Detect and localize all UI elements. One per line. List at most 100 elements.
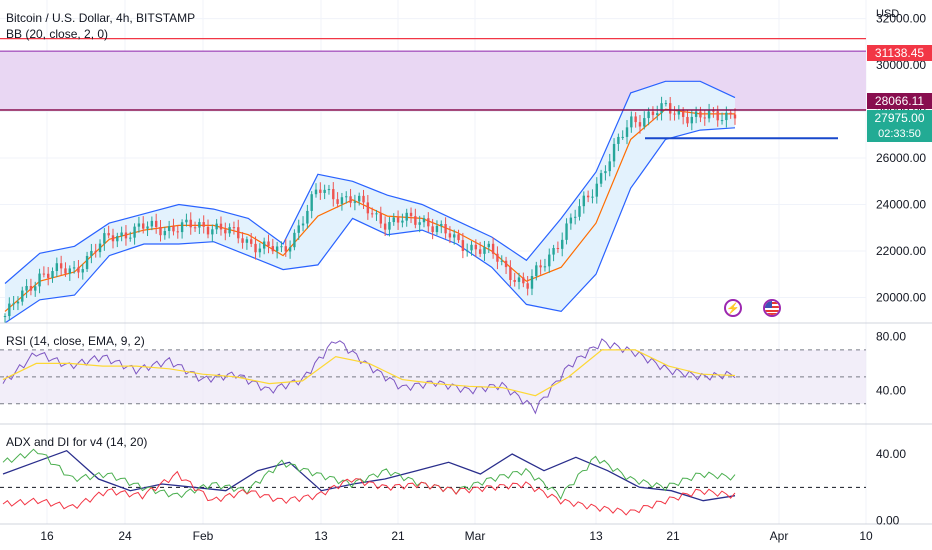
candle-body xyxy=(630,116,633,128)
adx-tick-label: 0.00 xyxy=(876,514,900,528)
candle-body xyxy=(120,232,123,237)
candle-body xyxy=(565,223,568,240)
price-levels[interactable] xyxy=(0,38,866,140)
candle-body xyxy=(124,232,128,239)
candle-body xyxy=(137,223,141,227)
adx-indicator-label[interactable]: ADX and DI for v4 (14, 20) xyxy=(6,435,148,449)
candle-body xyxy=(59,263,63,269)
price-tick-label: 20000.00 xyxy=(876,290,926,304)
candle-body xyxy=(185,219,188,223)
candle-body xyxy=(729,112,732,115)
candle-body xyxy=(435,225,439,233)
price-candles[interactable] xyxy=(3,96,737,324)
candle-body xyxy=(427,218,430,227)
adx-tick-label: 40.00 xyxy=(876,447,906,461)
candle-body xyxy=(720,120,724,122)
candle-body xyxy=(267,241,270,247)
candle-body xyxy=(509,267,512,280)
candle-body xyxy=(90,250,93,256)
candle-body xyxy=(669,103,672,114)
candle-body xyxy=(358,195,361,202)
candle-body xyxy=(206,226,210,235)
candle-body xyxy=(491,243,495,254)
rsi-pane xyxy=(0,338,866,415)
candle-body xyxy=(625,127,629,137)
candle-body xyxy=(159,226,162,236)
candle-body xyxy=(556,248,560,250)
candle-body xyxy=(29,285,33,291)
candle-body xyxy=(461,240,465,251)
candle-body xyxy=(561,239,564,249)
candle-body xyxy=(172,226,175,232)
candle-body xyxy=(535,265,538,277)
candle-body xyxy=(396,217,400,223)
candle-body xyxy=(275,246,279,252)
bb-upper-band xyxy=(4,80,736,284)
candle-body xyxy=(21,290,24,302)
candle-body xyxy=(245,239,249,243)
rsi-indicator-label[interactable]: RSI (14, close, EMA, 9, 2) xyxy=(6,334,145,348)
candle-body xyxy=(548,254,551,267)
candle-body xyxy=(725,112,728,121)
candle-body xyxy=(444,224,447,234)
candle-body xyxy=(167,226,171,231)
bb-indicator-label[interactable]: BB (20, close, 2, 0) xyxy=(6,27,109,41)
candle-body xyxy=(699,111,702,118)
chart-title: Bitcoin / U.S. Dollar, 4h, BITSTAMP xyxy=(6,11,196,25)
candle-body xyxy=(129,237,132,239)
candle-body xyxy=(487,243,490,248)
candle-body xyxy=(703,117,706,119)
candle-body xyxy=(250,239,253,244)
candle-body xyxy=(16,301,20,304)
candle-body xyxy=(716,111,719,121)
candle-body xyxy=(301,223,305,226)
candle-body xyxy=(51,271,54,278)
candle-body xyxy=(370,213,374,215)
candle-body xyxy=(409,212,413,217)
candle-body xyxy=(81,269,84,273)
candle-body xyxy=(146,226,149,229)
candle-body xyxy=(453,234,456,238)
candle-body xyxy=(634,116,637,123)
candle-body xyxy=(154,220,158,227)
rsi-tick-label: 40.00 xyxy=(876,383,906,397)
candle-body xyxy=(42,273,46,275)
candle-body xyxy=(332,189,335,200)
lightning-icon[interactable]: ⚡ xyxy=(724,299,742,317)
candle-body xyxy=(707,110,711,119)
candle-body xyxy=(46,273,50,278)
candle-body xyxy=(474,244,478,250)
candle-body xyxy=(401,220,404,223)
candle-body xyxy=(582,195,586,207)
candle-body xyxy=(85,255,89,270)
candle-body xyxy=(617,136,620,144)
us-flag-icon[interactable] xyxy=(763,299,781,317)
candle-body xyxy=(422,218,426,223)
candle-body xyxy=(202,222,205,227)
bollinger-bands xyxy=(4,80,736,324)
candle-body xyxy=(193,227,197,229)
candle-body xyxy=(677,110,681,115)
candle-body xyxy=(431,226,434,233)
candle-body xyxy=(651,111,655,116)
candle-body xyxy=(733,114,737,119)
candle-body xyxy=(176,231,179,233)
candle-body xyxy=(392,217,395,223)
candle-body xyxy=(258,248,262,253)
candle-body xyxy=(8,303,11,317)
candle-body xyxy=(228,227,231,234)
candle-body xyxy=(530,276,534,289)
time-tick-label: 21 xyxy=(391,529,405,543)
candle-body xyxy=(664,103,668,105)
candle-body xyxy=(349,196,352,203)
candle-body xyxy=(496,253,499,262)
candle-body xyxy=(681,110,685,117)
adx-pane xyxy=(0,448,866,516)
rsi-ma-line xyxy=(2,349,736,397)
candle-body xyxy=(478,249,482,254)
candle-body xyxy=(98,243,102,253)
candle-body xyxy=(310,194,313,211)
candle-body xyxy=(643,118,646,127)
candle-body xyxy=(323,189,326,193)
